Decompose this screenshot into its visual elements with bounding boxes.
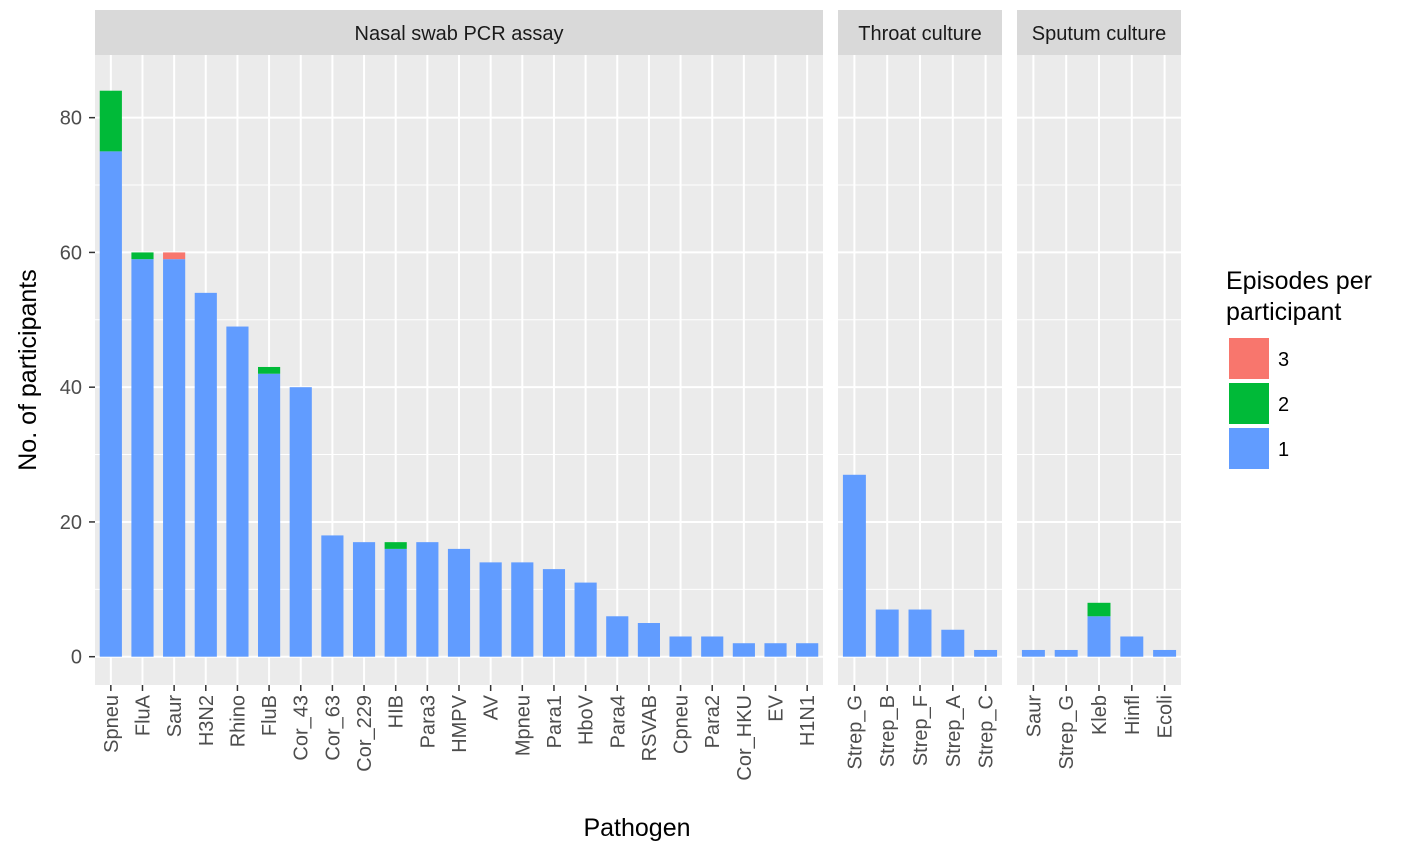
x-axis-title: Pathogen <box>583 814 690 842</box>
x-tick-label: Cor_43 <box>291 695 313 761</box>
strip-background <box>95 10 823 55</box>
x-tick-label: Cor_HKU <box>734 695 756 781</box>
x-tick-label: Cor_229 <box>354 695 376 772</box>
x-tick-label: HIB <box>386 695 408 728</box>
bar-segment <box>479 562 502 657</box>
bar-segment <box>1087 602 1111 617</box>
bar-segment <box>606 616 629 657</box>
bar-segment <box>289 387 312 657</box>
x-tick-label: Strep_B <box>877 695 899 767</box>
y-axis-title: No. of participants <box>14 269 42 471</box>
x-tick-label: Hinfl <box>1122 695 1144 735</box>
bar-segment <box>321 535 344 657</box>
bar-segment <box>131 252 154 260</box>
x-tick-label: Strep_C <box>976 695 998 768</box>
bar-segment <box>732 643 755 657</box>
bar-segment <box>352 542 376 657</box>
bar-segment <box>764 643 787 657</box>
x-tick-label: RSVAB <box>639 695 661 761</box>
x-tick-label: H1N1 <box>797 695 819 746</box>
bar-segment <box>542 569 566 657</box>
bar-segment <box>194 292 217 657</box>
x-tick-label: HMPV <box>449 694 471 752</box>
bar-segment <box>258 366 281 374</box>
x-tick-label: Para1 <box>544 695 566 748</box>
x-tick-label: Strep_A <box>943 694 965 767</box>
strip-background <box>838 10 1002 55</box>
bar-segment <box>384 542 407 549</box>
x-tick-label: H3N2 <box>196 695 218 746</box>
x-tick-label: EV <box>766 694 788 721</box>
bar-segment <box>796 643 819 657</box>
legend-key <box>1227 381 1271 426</box>
bar-segment <box>163 259 186 657</box>
strip-background <box>1017 10 1181 55</box>
y-tick-label: 20 <box>60 512 82 534</box>
legend-title: Episodes per participant <box>1226 267 1372 326</box>
x-tick-label: Kleb <box>1089 695 1111 735</box>
bar-segment <box>131 259 154 657</box>
bar-segment <box>875 609 899 657</box>
x-tick-label: FluB <box>259 695 281 736</box>
x-tick-label: Para4 <box>607 695 629 748</box>
bar-segment <box>99 151 122 657</box>
x-tick-label: Strep_G <box>844 695 866 769</box>
x-tick-label: Cor_63 <box>322 695 344 761</box>
bar-segment <box>1153 649 1177 657</box>
bar-segment <box>669 636 692 657</box>
bar-segment <box>1087 616 1111 657</box>
x-tick-label: Strep_G <box>1056 695 1078 769</box>
x-tick-label: Cpneu <box>671 695 693 754</box>
y-tick-label: 60 <box>60 242 82 264</box>
strip-label: Throat culture <box>858 23 981 45</box>
x-tick-label: HboV <box>576 694 598 745</box>
bar-segment <box>99 90 122 152</box>
bar-segment <box>163 252 186 260</box>
x-tick-label: Para2 <box>702 695 724 748</box>
x-tick-label: Spneu <box>101 695 123 753</box>
y-tick-label: 0 <box>71 647 82 669</box>
strip-label: Sputum culture <box>1032 23 1167 45</box>
bar-segment <box>637 623 660 657</box>
bar-segment <box>574 582 597 657</box>
bar-segment <box>701 636 724 657</box>
legend-key <box>1227 426 1271 471</box>
x-tick-label: FluA <box>132 694 154 736</box>
y-tick-label: 80 <box>60 108 82 130</box>
strip-label: Nasal swab PCR assay <box>355 23 564 45</box>
x-tick-label: AV <box>481 694 503 720</box>
x-tick-label: Strep_F <box>910 695 932 766</box>
x-tick-label: Para3 <box>417 695 439 748</box>
bar-segment <box>447 548 471 657</box>
bar-segment <box>908 609 932 657</box>
x-tick-label: Saur <box>1023 695 1045 738</box>
bar-segment <box>511 562 534 657</box>
legend-label: 1 <box>1278 439 1289 461</box>
bar-segment <box>226 326 249 657</box>
bar-segment <box>258 373 281 657</box>
bar-segment <box>941 629 965 657</box>
x-tick-label: Mpneu <box>512 695 534 756</box>
bar-segment <box>1021 649 1045 657</box>
bar-segment <box>974 649 998 657</box>
legend-label: 2 <box>1278 394 1289 416</box>
legend-label: 3 <box>1278 349 1289 371</box>
x-tick-label: Rhino <box>227 695 249 747</box>
bar-segment <box>1120 636 1144 657</box>
y-tick-label: 40 <box>60 377 82 399</box>
bar-segment <box>384 548 407 657</box>
bar-segment <box>1054 649 1078 657</box>
bar-segment <box>416 542 439 657</box>
x-tick-label: Ecoli <box>1155 695 1177 738</box>
bar-segment <box>842 474 866 657</box>
legend-key <box>1227 336 1271 381</box>
x-tick-label: Saur <box>164 695 186 738</box>
